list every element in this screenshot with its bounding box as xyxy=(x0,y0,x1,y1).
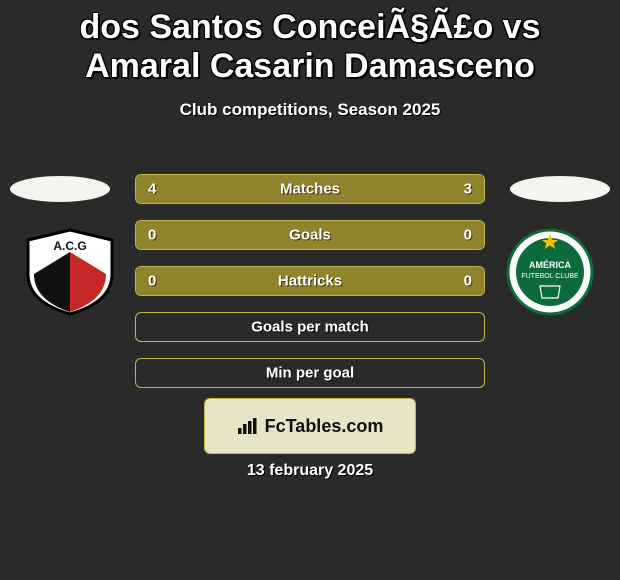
player-name-pill-left xyxy=(10,176,110,202)
bar-chart-icon xyxy=(237,417,259,435)
player-name-pill-right xyxy=(510,176,610,202)
stat-label: Min per goal xyxy=(266,365,354,382)
stat-fill-left xyxy=(136,221,310,249)
stat-label: Goals xyxy=(289,227,331,244)
stat-row: 0 Hattricks 0 xyxy=(135,266,485,296)
stat-row: Min per goal xyxy=(135,358,485,388)
stats-panel: 4 Matches 3 0 Goals 0 0 Hattricks 0 Goals per mat… xyxy=(135,174,485,404)
club-crest-right: AMÉRICA FUTEBOL CLUBE xyxy=(500,228,600,316)
subtitle: Club competitions, Season 2025 xyxy=(0,100,620,120)
stat-label: Hattricks xyxy=(278,273,342,290)
stat-label: Goals per match xyxy=(251,319,369,336)
stat-value-left: 0 xyxy=(148,227,156,244)
stat-fill-right xyxy=(310,221,484,249)
svg-text:AMÉRICA: AMÉRICA xyxy=(529,260,571,270)
brand-box[interactable]: FcTables.com xyxy=(204,398,416,454)
stat-value-right: 0 xyxy=(464,273,472,290)
stat-value-left: 0 xyxy=(148,273,156,290)
stat-fill-right xyxy=(334,175,484,203)
stat-value-left: 4 xyxy=(148,181,156,198)
stat-label: Matches xyxy=(280,181,340,198)
stat-value-right: 0 xyxy=(464,227,472,244)
brand-text: FcTables.com xyxy=(265,416,384,437)
stat-row: 4 Matches 3 xyxy=(135,174,485,204)
date-text: 13 february 2025 xyxy=(247,462,373,480)
page-title: dos Santos ConceiÃ§Ã£o vs Amaral Casarin… xyxy=(0,0,620,86)
stat-row: Goals per match xyxy=(135,312,485,342)
club-crest-left-text: A.C.G xyxy=(53,239,86,253)
svg-text:FUTEBOL CLUBE: FUTEBOL CLUBE xyxy=(521,273,579,280)
stat-row: 0 Goals 0 xyxy=(135,220,485,250)
stat-value-right: 3 xyxy=(464,181,472,198)
club-crest-left: A.C.G xyxy=(20,228,120,316)
